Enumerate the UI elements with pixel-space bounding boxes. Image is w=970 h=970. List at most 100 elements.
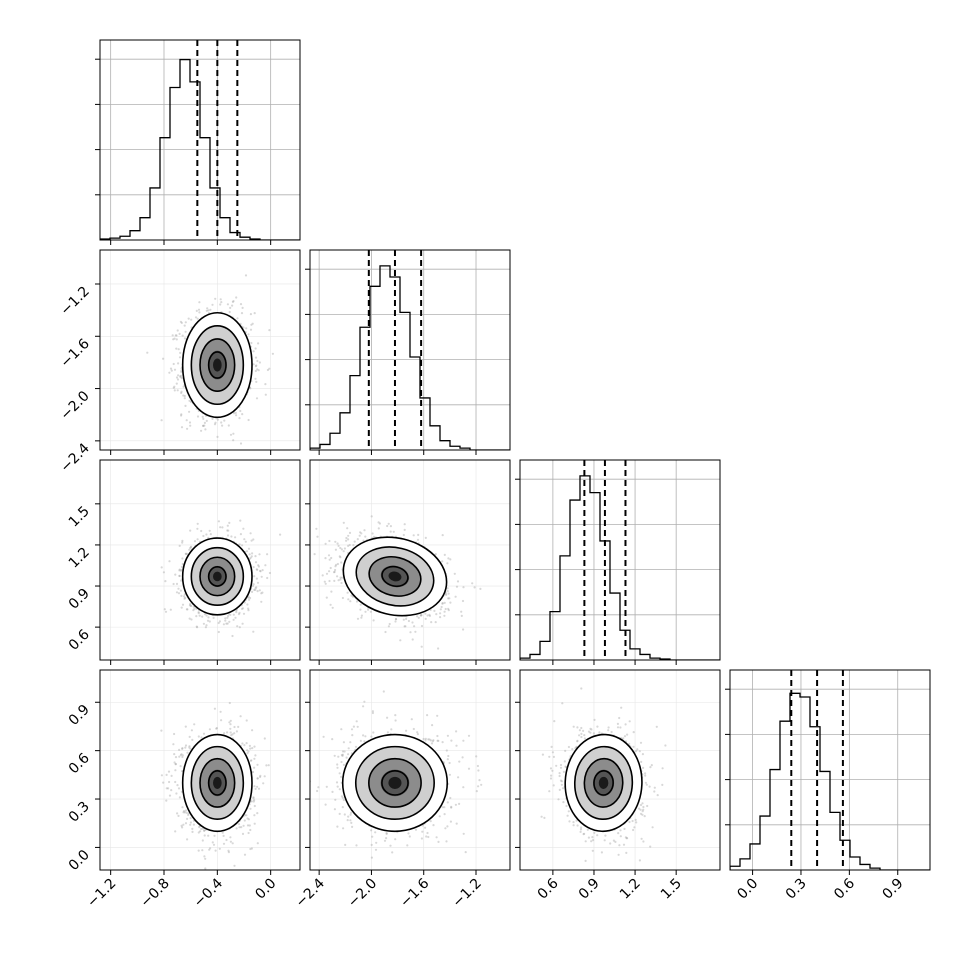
scatter-point bbox=[247, 333, 250, 336]
scatter-point bbox=[220, 421, 223, 424]
scatter-point bbox=[307, 573, 309, 575]
scatter-point bbox=[179, 375, 182, 378]
scatter-point bbox=[213, 834, 216, 837]
scatter-point bbox=[233, 412, 236, 415]
scatter-point bbox=[203, 834, 206, 837]
scatter-point bbox=[447, 557, 450, 560]
scatter-point bbox=[214, 421, 217, 424]
scatter-point bbox=[439, 616, 442, 619]
scatter-point bbox=[228, 620, 231, 623]
scatter-point bbox=[243, 853, 247, 856]
scatter-point bbox=[238, 611, 241, 615]
panel-content bbox=[100, 670, 300, 870]
contour-3 bbox=[207, 566, 227, 587]
scatter-point bbox=[330, 590, 333, 593]
scatter-point bbox=[198, 311, 201, 314]
y-tick-label: −2.0 bbox=[57, 388, 92, 423]
scatter-point bbox=[440, 605, 443, 609]
scatter-point bbox=[219, 298, 222, 301]
scatter-point bbox=[226, 534, 230, 537]
scatter-point bbox=[402, 533, 405, 537]
scatter-point bbox=[238, 826, 241, 829]
scatter-point bbox=[360, 614, 363, 617]
scatter-point bbox=[249, 532, 252, 535]
scatter-point bbox=[460, 610, 463, 613]
scatter-point bbox=[229, 723, 232, 726]
scatter-point bbox=[219, 303, 222, 306]
scatter-point bbox=[247, 609, 250, 612]
scatter-point bbox=[180, 568, 183, 572]
scatter-point bbox=[231, 634, 234, 638]
scatter-point bbox=[336, 542, 339, 545]
scatter-point bbox=[327, 554, 331, 557]
scatter-point bbox=[192, 605, 195, 608]
scatter-point bbox=[214, 297, 217, 300]
scatter-point bbox=[255, 397, 259, 400]
scatter-point bbox=[183, 595, 186, 598]
panel-frame bbox=[99, 459, 301, 661]
scatter-point bbox=[178, 544, 181, 548]
scatter-point bbox=[417, 616, 420, 619]
scatter-point bbox=[217, 630, 220, 634]
scatter-point bbox=[242, 612, 246, 615]
scatter-point bbox=[455, 585, 459, 588]
scatter-point bbox=[412, 534, 415, 537]
scatter-point bbox=[242, 326, 245, 329]
scatter-point bbox=[181, 334, 184, 337]
scatter-point bbox=[424, 612, 427, 615]
scatter-point bbox=[205, 419, 208, 422]
scatter-point bbox=[360, 616, 363, 619]
scatter-point bbox=[403, 625, 406, 628]
scatter-point bbox=[460, 614, 463, 618]
scatter-point bbox=[216, 418, 219, 421]
scatter-point bbox=[185, 419, 188, 422]
scatter-point bbox=[333, 570, 336, 574]
scatter-point bbox=[202, 424, 205, 427]
scatter-point bbox=[250, 539, 253, 542]
scatter-point bbox=[249, 556, 252, 559]
scatter-point bbox=[181, 747, 184, 751]
scatter-point bbox=[192, 609, 195, 612]
scatter-point bbox=[201, 839, 204, 842]
scatter-point bbox=[227, 849, 230, 852]
scatter-point bbox=[184, 404, 187, 407]
scatter-point bbox=[449, 558, 452, 561]
scatter-point bbox=[328, 539, 331, 543]
scatter-point bbox=[321, 574, 324, 577]
scatter-point bbox=[347, 598, 350, 601]
scatter-point bbox=[252, 796, 255, 799]
scatter-point bbox=[259, 775, 262, 779]
scatter-point bbox=[181, 541, 184, 544]
scatter-point bbox=[343, 547, 346, 550]
scatter-point bbox=[180, 594, 183, 598]
y-tick-label: 1.5 bbox=[66, 503, 93, 530]
scatter-point bbox=[175, 591, 179, 594]
scatter-point bbox=[342, 521, 345, 524]
scatter-point bbox=[226, 622, 229, 625]
scatter-point bbox=[170, 774, 173, 778]
scatter-point bbox=[176, 378, 180, 381]
scatter-point bbox=[248, 598, 251, 601]
scatter-point bbox=[446, 590, 449, 593]
scatter-point bbox=[428, 613, 431, 617]
scatter-point bbox=[239, 409, 242, 413]
scatter-point bbox=[254, 377, 257, 380]
scatter-point bbox=[196, 527, 199, 530]
panel-1-1 bbox=[305, 249, 511, 455]
scatter-point bbox=[473, 586, 476, 589]
scatter-point bbox=[341, 596, 344, 600]
scatter-point bbox=[445, 593, 448, 597]
scatter-point bbox=[255, 577, 258, 580]
scatter-point bbox=[242, 527, 245, 530]
scatter-point bbox=[170, 369, 173, 372]
scatter-point bbox=[232, 439, 235, 442]
scatter-point bbox=[252, 800, 255, 803]
scatter-point bbox=[279, 533, 282, 536]
scatter-point bbox=[257, 342, 260, 345]
scatter-point bbox=[347, 538, 350, 541]
scatter-point bbox=[195, 309, 198, 312]
scatter-point bbox=[435, 613, 438, 616]
scatter-point bbox=[325, 572, 329, 575]
scatter-point bbox=[388, 622, 391, 626]
scatter-point bbox=[178, 574, 181, 578]
